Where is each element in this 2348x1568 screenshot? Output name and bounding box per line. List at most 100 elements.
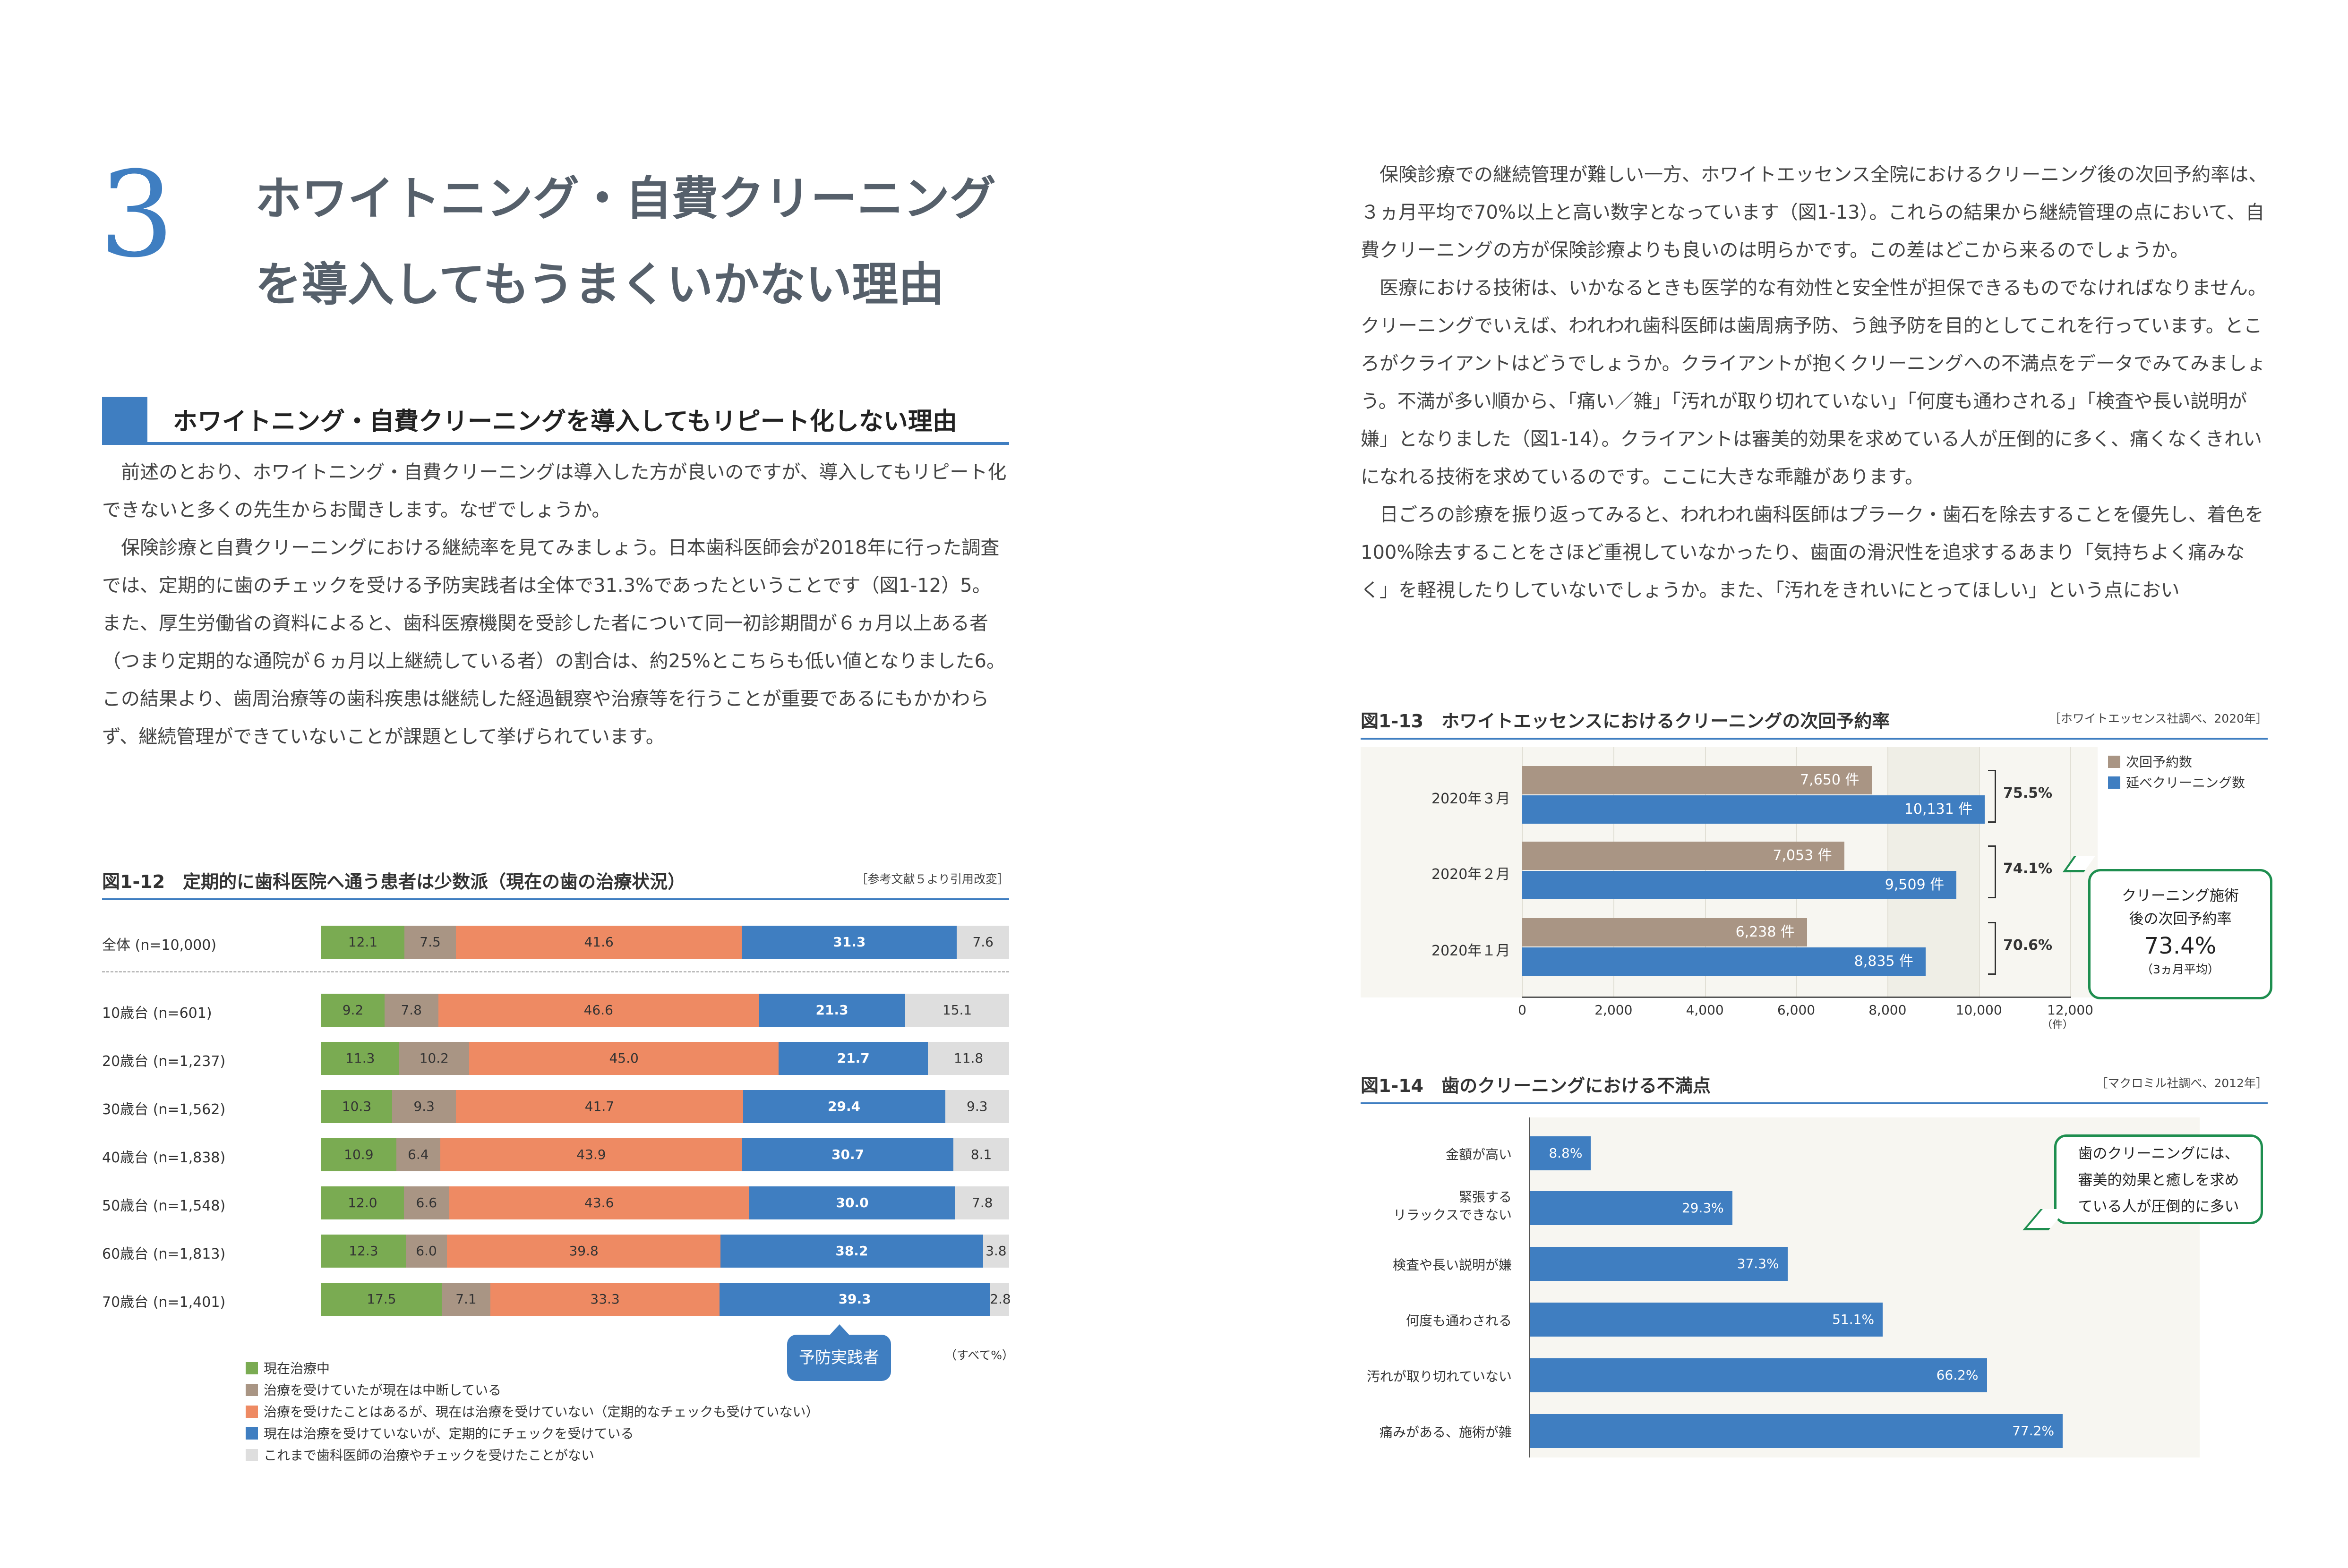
- fig12-legend-item: 現在は治療を受けていないが、定期的にチェックを受けている: [246, 1423, 634, 1442]
- fig12-title: 図1-12 定期的に歯科医院へ通う患者は少数派（現在の歯の治療状況）: [102, 871, 686, 892]
- fig12-bar-segment: 7.8: [955, 1186, 1009, 1219]
- fig12-unit-note: （すべて%）: [945, 1348, 1014, 1362]
- fig14-bar-label: 66.2%: [1936, 1367, 1979, 1383]
- fig14-callout: 歯のクリーニングには、 審美的効果と癒しを求め ている人が圧倒的に多い: [2054, 1134, 2263, 1224]
- fig12-value-label: 9.3: [967, 1099, 988, 1114]
- fig14-bar-label: 29.3%: [1681, 1200, 1724, 1216]
- fig12-category-label: 10歳台 (n=601): [102, 1005, 212, 1022]
- fig14-category-label: 緊張する リラックスできない: [1393, 1189, 1512, 1223]
- fig12-value-label: 7.6: [972, 934, 994, 950]
- legend-label: 現在治療中: [264, 1361, 330, 1376]
- fig12-value-label: 11.8: [953, 1050, 984, 1066]
- chapter-title-line2: を導入してもうまくいかない理由: [255, 258, 945, 312]
- fig13-gridline: [1979, 747, 1980, 997]
- fig12-bar-segment: 7.6: [957, 926, 1009, 959]
- fig12-value-label: 12.1: [348, 934, 378, 950]
- fig12-value-label: 21.3: [815, 1002, 848, 1018]
- fig12-bar-segment: 38.2: [720, 1235, 983, 1268]
- fig14-title: 図1-14 歯のクリーニングにおける不満点: [1361, 1075, 1711, 1096]
- legend-label: 延べクリーニング数: [2126, 775, 2245, 791]
- fig12-value-label: 10.2: [419, 1050, 449, 1066]
- fig14-category-label: 汚れが取り切れていない: [1366, 1369, 1512, 1384]
- fig12-bar-segment: 41.6: [456, 926, 742, 959]
- fig12-bar-segment: 46.6: [438, 994, 759, 1027]
- fig12-category-label: 50歳台 (n=1,548): [102, 1198, 226, 1214]
- fig13-bar-cleanings: 8,835 件: [1522, 947, 1926, 976]
- fig12-value-label: 6.4: [408, 1147, 429, 1162]
- fig13-category-label: 2020年３月: [1431, 791, 1510, 807]
- fig12-value-label: 9.3: [413, 1099, 435, 1114]
- fig13-bar-reservations: 7,650 件: [1522, 766, 1872, 794]
- legend-swatch: [246, 1362, 258, 1374]
- fig12-value-label: 12.3: [349, 1243, 378, 1259]
- fig12-legend-item: 治療を受けていたが現在は中断している: [246, 1380, 501, 1399]
- fig12-value-label: 7.8: [401, 1002, 422, 1018]
- legend-swatch: [246, 1406, 258, 1418]
- fig12-value-label: 7.1: [455, 1291, 477, 1307]
- fig13-bar-reservations: 6,238 件: [1522, 918, 1807, 946]
- fig12-value-label: 30.7: [831, 1147, 865, 1162]
- fig12-value-label: 30.0: [836, 1195, 869, 1210]
- fig13-callout-note: （3ヵ月平均）: [2141, 963, 2219, 976]
- fig12-value-label: 12.0: [348, 1195, 377, 1210]
- fig12-callout: 予防実践者: [787, 1335, 891, 1381]
- fig12-bar-segment: 11.8: [928, 1042, 1009, 1075]
- right-paragraph-3: 日ごろの診療を振り返ってみると、われわれ歯科医師はプラーク・歯石を除去することを…: [1361, 504, 2264, 601]
- fig12-category-label: 30歳台 (n=1,562): [102, 1101, 226, 1118]
- fig14-source: ［マクロミル社調べ、2012年］: [2096, 1076, 2268, 1090]
- fig13-bracket: [1988, 922, 1996, 975]
- legend-swatch: [246, 1427, 258, 1440]
- left-paragraph-2: 保険診療と自費クリーニングにおける継続率を見てみましょう。日本歯科医師会が201…: [102, 537, 1005, 748]
- legend-label: 次回予約数: [2126, 754, 2193, 770]
- legend-label: 現在は治療を受けていないが、定期的にチェックを受けている: [264, 1426, 634, 1441]
- fig12-bar-segment: 6.0: [405, 1235, 447, 1268]
- fig12-bar-segment: 43.6: [449, 1186, 749, 1219]
- fig12-bar-segment: 45.0: [469, 1042, 779, 1075]
- chapter-title: ホワイトニング・自費クリーニング を導入してもうまくいかない理由: [255, 156, 996, 328]
- fig12-bar-segment: 8.1: [953, 1138, 1009, 1171]
- left-paragraph-1: 前述のとおり、ホワイトニング・自費クリーニングは導入した方が良いのですが、導入し…: [102, 461, 1007, 521]
- fig14-bar: 66.2%: [1530, 1358, 1987, 1392]
- fig13-bracket: [1988, 845, 1996, 898]
- fig12-legend-item: これまで歯科医師の治療やチェックを受けたことがない: [246, 1445, 594, 1464]
- fig12-bar-segment: 17.5: [321, 1283, 442, 1316]
- section-title: ホワイトニング・自費クリーニングを導入してもリピート化しない理由: [173, 408, 957, 436]
- fig13-bar-label: 8,835 件: [1854, 953, 1914, 970]
- fig13-callout-line1: クリーニング施術: [2122, 887, 2239, 904]
- fig13-rate-label: 75.5%: [2003, 785, 2053, 801]
- fig13-header: 図1-13 ホワイトエッセンスにおけるクリーニングの次回予約率 ［ホワイトエッセ…: [1361, 704, 2268, 740]
- fig13-axis-unit: （件）: [2042, 1019, 2074, 1031]
- fig14-category-label: 痛みがある、施術が雑: [1379, 1424, 1512, 1440]
- fig12-value-label: 41.7: [584, 1099, 615, 1114]
- fig12-value-label: 6.0: [416, 1243, 437, 1259]
- legend-swatch: [2108, 776, 2120, 789]
- fig12-bar-segment: 39.8: [447, 1235, 721, 1268]
- fig12-category-label: 70歳台 (n=1,401): [102, 1294, 226, 1311]
- fig14-bar: 29.3%: [1530, 1191, 1732, 1225]
- fig14-callout-line1: 歯のクリーニングには、: [2078, 1145, 2239, 1162]
- fig12-value-label: 31.3: [833, 934, 866, 950]
- fig12-bar-segment: 12.1: [321, 926, 404, 959]
- fig13-bar-cleanings: 10,131 件: [1522, 795, 1985, 824]
- fig13-tick-label: 12,000: [2047, 1002, 2093, 1018]
- fig12-value-label: 11.3: [345, 1050, 375, 1066]
- fig12-bar-segment: 39.3: [720, 1283, 990, 1316]
- fig12-bar-segment: 7.8: [384, 994, 438, 1027]
- fig14-callout-line3: ている人が圧倒的に多い: [2078, 1198, 2239, 1215]
- fig14-bar: 51.1%: [1530, 1303, 1883, 1337]
- fig13-bar-reservations: 7,053 件: [1522, 842, 1844, 870]
- fig12-value-label: 10.3: [342, 1099, 372, 1114]
- fig13-bar-label: 6,238 件: [1735, 924, 1795, 940]
- fig12-header: 図1-12 定期的に歯科医院へ通う患者は少数派（現在の歯の治療状況） ［参考文献…: [102, 864, 1009, 900]
- fig12-bar-segment: 43.9: [440, 1138, 743, 1171]
- fig13-bar-label: 7,650 件: [1800, 772, 1860, 788]
- fig12-bar-segment: 10.3: [321, 1090, 392, 1123]
- fig12-callout-pointer: [829, 1324, 850, 1336]
- right-paragraph-2: 医療における技術は、いかなるときも医学的な有効性と安全性が担保できるものでなけれ…: [1361, 277, 2267, 488]
- fig12-category-label: 20歳台 (n=1,237): [102, 1053, 226, 1070]
- fig12-bar-segment: 21.7: [779, 1042, 928, 1075]
- fig14-header: 図1-14 歯のクリーニングにおける不満点 ［マクロミル社調べ、2012年］: [1361, 1068, 2268, 1104]
- fig13-bracket: [1988, 770, 1996, 823]
- fig13-tick-label: 8,000: [1868, 1002, 1907, 1018]
- legend-swatch: [2108, 756, 2120, 768]
